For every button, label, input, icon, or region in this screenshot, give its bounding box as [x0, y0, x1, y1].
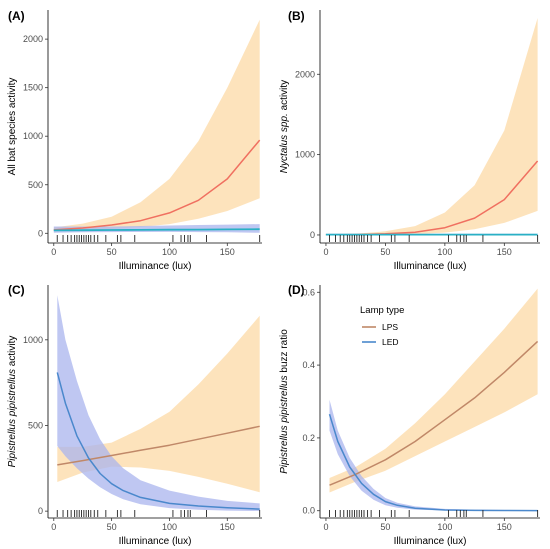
y-tick-label: 500	[28, 180, 43, 190]
y-axis-title: All bat species activity	[7, 78, 18, 176]
y-tick-label: 2000	[23, 34, 43, 44]
panel-c: (C) 0 50 100 150 0 500 1000 Illuminance (lux) Pip…	[7, 283, 262, 547]
lps-line	[53, 139, 261, 231]
legend-label: LPS	[382, 322, 398, 332]
lps-line	[57, 425, 260, 466]
lps-confidence-band	[329, 288, 538, 493]
legend: Lamp type LPS LED	[360, 305, 404, 347]
y-axis-title-word: All	[7, 164, 18, 175]
led-line	[328, 413, 538, 512]
x-tick-label: 150	[497, 247, 512, 257]
x-axis-title: Illuminance (lux)	[394, 261, 467, 272]
x-tick-label: 150	[220, 247, 235, 257]
panel-label: (A)	[8, 9, 25, 23]
y-axis-title-word: ratio	[279, 329, 290, 352]
x-tick-label: 150	[220, 522, 235, 532]
y-axis-title-word: species	[7, 111, 18, 148]
x-tick-label: 100	[162, 522, 177, 532]
x-tick-label: 100	[437, 522, 452, 532]
y-axis-title-word: pipistrellus	[279, 375, 290, 425]
x-axis-title: Illuminance (lux)	[119, 261, 192, 272]
x-tick-label: 100	[437, 247, 452, 257]
legend-label: LED	[382, 337, 399, 347]
y-axis-title: Pipistrellus pipistrellus activity	[7, 336, 18, 468]
led-line	[53, 228, 260, 232]
y-tick-label: 0.2	[302, 433, 315, 443]
led-line	[56, 372, 260, 510]
panel-d: (D) 0 50 100 150 0.0 0.2 0.4 0.6 Illuminance (lux…	[279, 283, 540, 547]
x-tick-label: 50	[107, 247, 117, 257]
y-axis-title-word: Pipistrellus	[7, 419, 18, 467]
panel-a: (A)0 50 100 1500500100015002000Illuminance …	[7, 9, 262, 272]
y-tick-label: 0	[310, 230, 315, 240]
y-tick-label: 1000	[23, 131, 43, 141]
legend-title: Lamp type	[360, 305, 404, 316]
x-tick-label: 0	[323, 247, 328, 257]
y-tick-label: 1000	[295, 150, 315, 160]
led-confidence-band	[57, 295, 260, 511]
x-tick-label: 0	[51, 247, 56, 257]
y-axis-title: Pipistrellus pipistrellus buzz ratio	[279, 329, 290, 474]
y-tick-label: 0.4	[302, 360, 315, 370]
y-tick-label: 0	[38, 506, 43, 516]
y-axis-title-word: bat	[7, 147, 18, 164]
panel-label: (C)	[8, 283, 25, 297]
lps-line	[329, 340, 539, 486]
x-tick-label: 0	[323, 522, 328, 532]
y-axis-title-word: spp.	[279, 113, 290, 135]
x-tick-label: 50	[380, 247, 390, 257]
x-tick-label: 150	[497, 522, 512, 532]
y-tick-label: 1000	[23, 335, 43, 345]
panel-b: (B) 0 50 100 150 0 1000 2000 Illuminance (lux) Ny…	[279, 9, 540, 272]
y-tick-label: 0.0	[302, 506, 315, 516]
lps-confidence-band	[325, 18, 538, 235]
y-tick-label: 2000	[295, 69, 315, 79]
y-axis-title-word: Pipistrellus	[279, 425, 290, 473]
panel-label: (D)	[288, 283, 305, 297]
y-axis-title-word: pipistrellus	[7, 369, 18, 419]
y-axis-title-word: buzz	[279, 351, 290, 375]
y-axis-title-word: activity	[279, 80, 290, 113]
y-axis-title-word: activity	[7, 78, 18, 111]
y-tick-label: 0	[38, 228, 43, 238]
y-tick-label: 1500	[23, 83, 43, 93]
y-axis-title-word: activity	[7, 336, 18, 369]
y-tick-label: 500	[28, 420, 43, 430]
x-tick-label: 0	[51, 522, 56, 532]
y-tick-label: 0.6	[302, 287, 315, 297]
x-axis-title: Illuminance (lux)	[119, 536, 192, 547]
x-tick-label: 100	[162, 247, 177, 257]
y-axis-title-word: Nyctalus	[279, 135, 290, 173]
x-axis-title: Illuminance (lux)	[394, 536, 467, 547]
y-axis-title: Nyctalus spp. activity	[279, 80, 290, 173]
panel-label: (B)	[288, 9, 305, 23]
lps-confidence-band	[57, 315, 260, 493]
lps-confidence-band	[53, 19, 260, 232]
x-tick-label: 50	[107, 522, 117, 532]
x-tick-label: 50	[380, 522, 390, 532]
